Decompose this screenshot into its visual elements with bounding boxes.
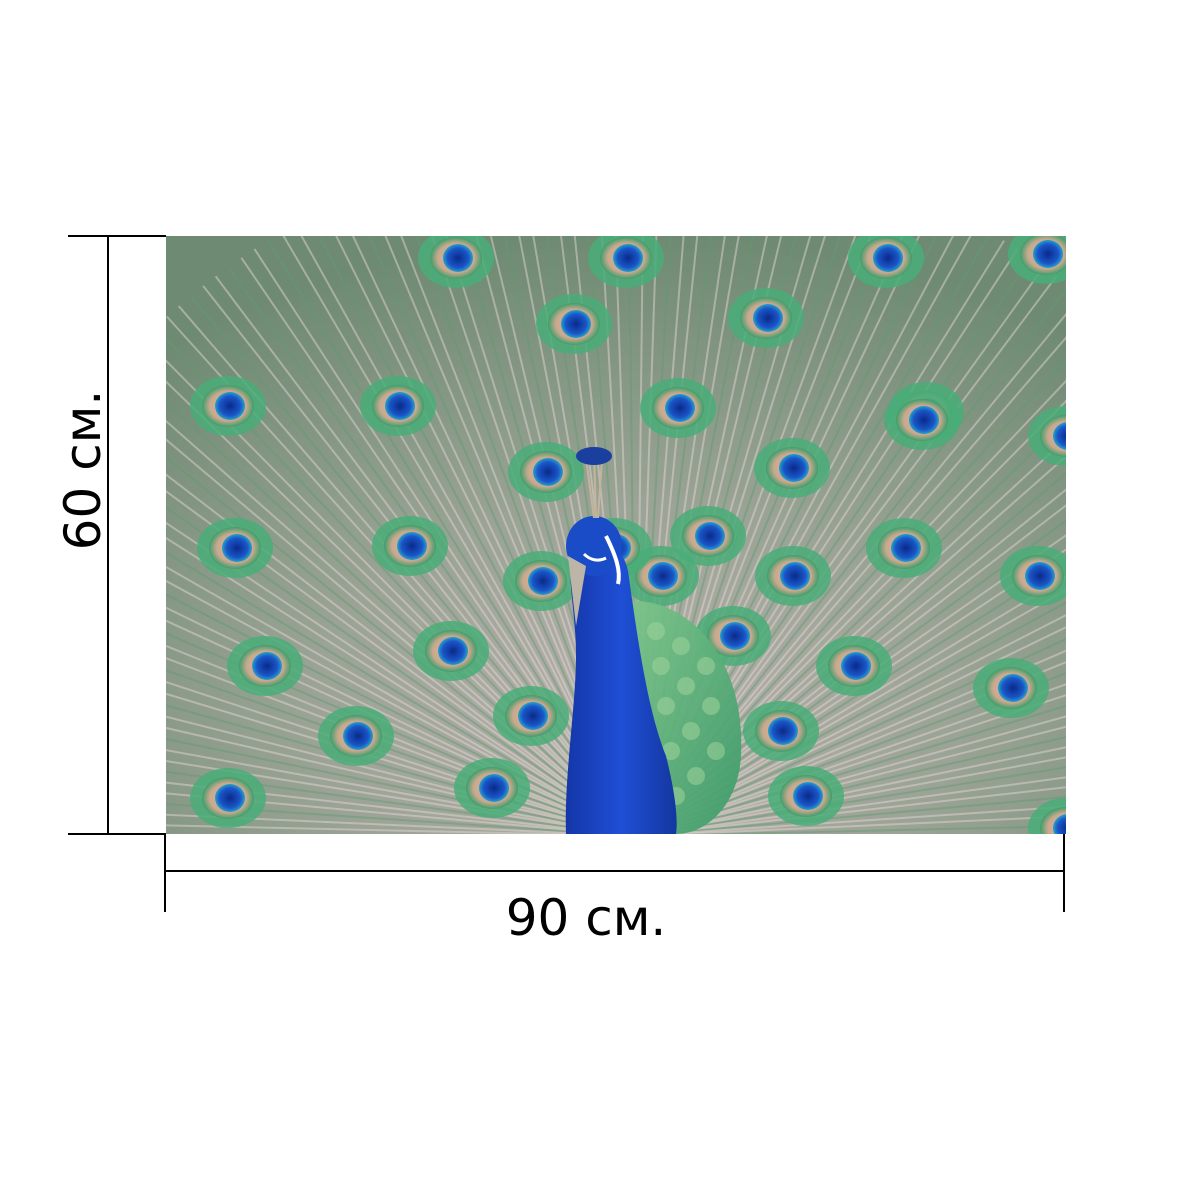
peacock-photo: [166, 236, 1066, 834]
height-dimension-bottom-tick: [68, 833, 166, 835]
width-dimension-right-tick: [1063, 834, 1065, 912]
width-dimension-left-tick: [164, 834, 166, 912]
height-dimension-line: [107, 236, 109, 834]
height-dimension-top-tick: [68, 235, 166, 237]
width-dimension-line: [166, 870, 1064, 872]
height-label: 60 см.: [54, 389, 112, 551]
width-label: 90 см.: [505, 889, 667, 947]
